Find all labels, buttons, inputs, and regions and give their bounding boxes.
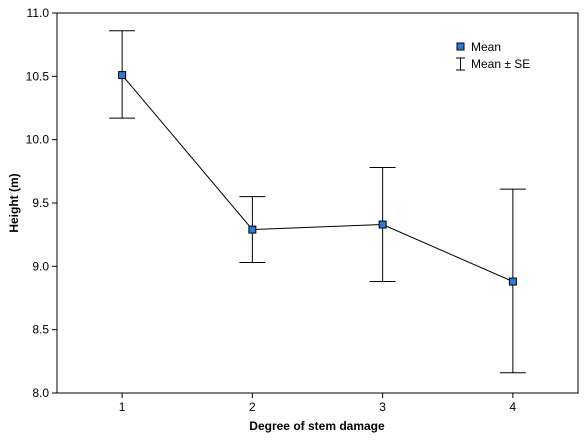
error-bars [109,30,526,374]
y-tick-label: 9.5 [32,196,49,210]
x-tick-label: 3 [379,400,386,414]
legend: Mean Mean ± SE [456,40,530,71]
mean-line [121,74,514,282]
mean-marker [248,225,257,234]
y-tick-label: 11.0 [27,6,50,20]
legend-mean-marker [456,42,465,51]
x-axis-title: Degree of stem damage [249,419,385,433]
mean-marker [378,220,387,229]
y-tick-label: 8.5 [32,323,49,337]
mean-marker [118,71,127,80]
y-axis: 8.0 8.5 9.0 9.5 10.0 10.5 11.0 [26,6,57,400]
mean-marker [508,277,517,286]
y-tick-label: 8.0 [32,386,49,400]
y-tick-label: 10.5 [26,69,50,83]
y-axis-title: Height (m) [7,173,21,232]
x-axis: 1 2 3 4 [119,393,517,414]
y-tick-label: 10.0 [26,133,50,147]
y-tick-label: 9.0 [32,259,49,273]
x-tick-label: 2 [249,400,256,414]
mean-markers [118,71,517,286]
legend-mean-label: Mean [471,40,501,54]
x-tick-label: 4 [510,400,517,414]
legend-se-label: Mean ± SE [471,57,530,71]
x-tick-label: 1 [119,400,126,414]
